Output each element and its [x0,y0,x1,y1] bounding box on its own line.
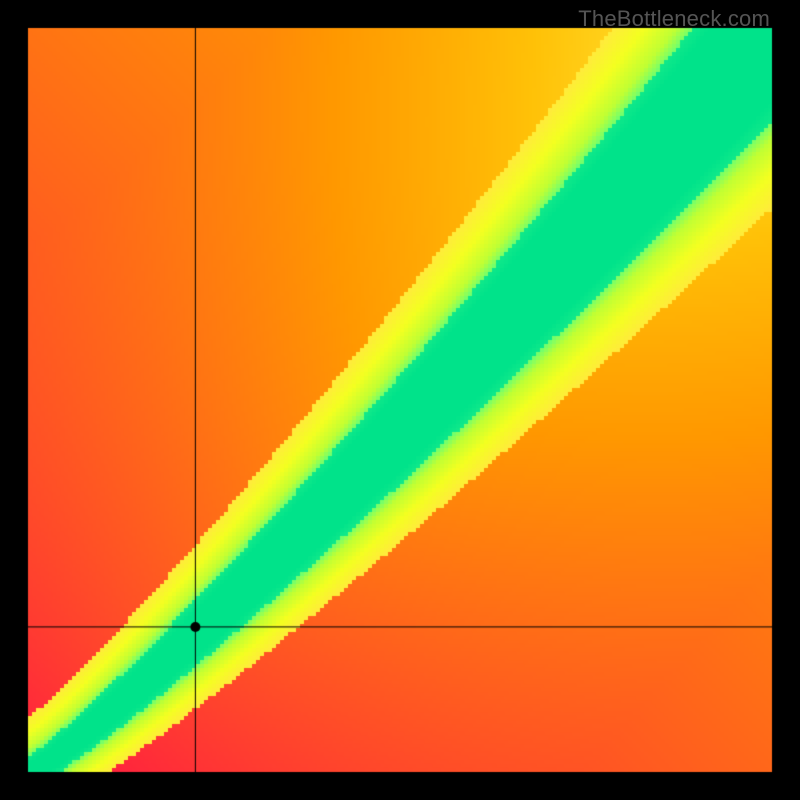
chart-container: TheBottleneck.com [0,0,800,800]
heatmap-canvas [0,0,800,800]
watermark-text: TheBottleneck.com [578,6,770,32]
